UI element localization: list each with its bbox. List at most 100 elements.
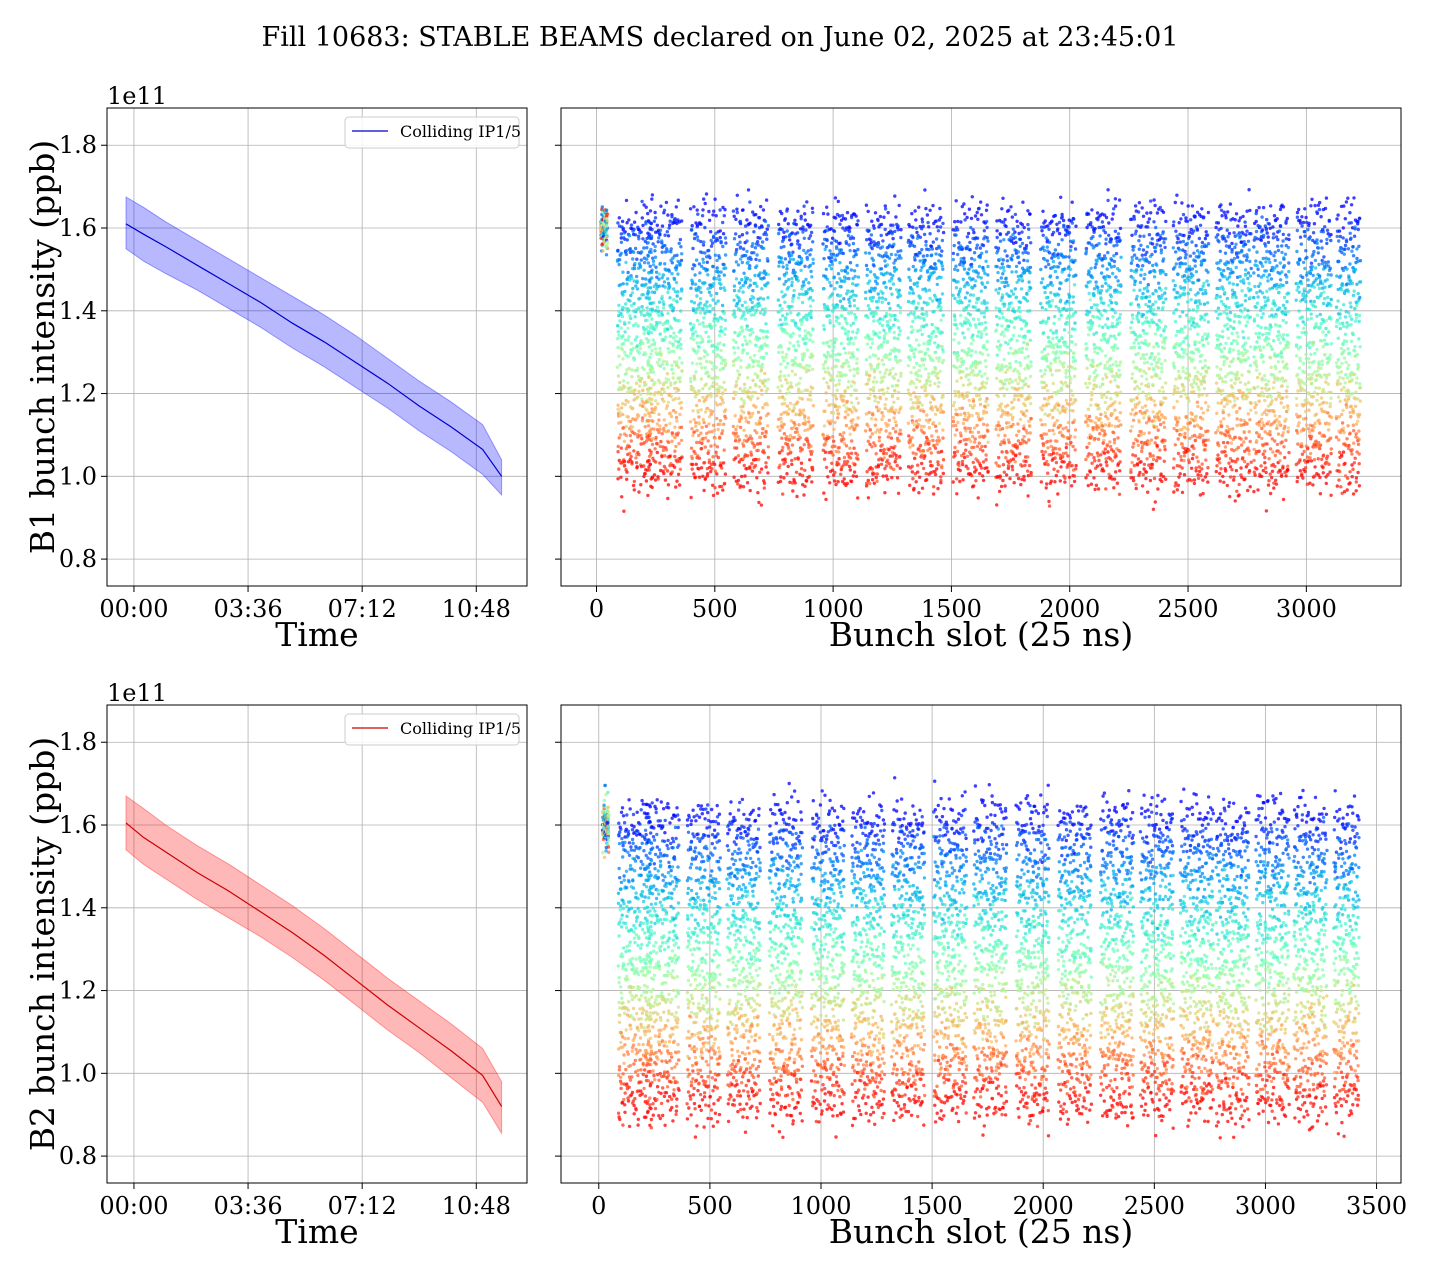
bunch-point [838, 352, 842, 357]
bunch-point [1046, 224, 1050, 228]
bunch-point [653, 391, 657, 395]
bunch-point [856, 306, 860, 311]
bunch-point [757, 274, 761, 278]
bunch-point [1061, 455, 1065, 459]
bunch-point [663, 285, 667, 289]
bunch-point [1029, 286, 1033, 290]
bunch-point [1027, 438, 1031, 442]
bunch-point [675, 294, 679, 298]
bunch-point [866, 496, 871, 500]
bunch-point [689, 286, 693, 290]
bunch-point [780, 436, 784, 440]
bunch-point [622, 509, 626, 513]
bunch-point [906, 336, 910, 340]
bunch-point [714, 301, 718, 305]
bunch-point [996, 246, 1001, 250]
bunch-point [799, 217, 803, 221]
bunch-point [777, 350, 781, 355]
bunch-point [760, 388, 764, 392]
bunch-point [667, 269, 672, 273]
bunch-point [996, 339, 1001, 343]
bunch-point [965, 291, 969, 295]
bunch-point [742, 463, 746, 468]
bunch-point [640, 199, 644, 204]
bunch-point [748, 309, 753, 313]
bunch-point [794, 222, 798, 227]
bunch-point [786, 373, 791, 378]
bunch-point [714, 277, 719, 281]
bunch-point [850, 289, 855, 293]
bunch-point [929, 253, 934, 257]
bunch-point [693, 263, 697, 268]
bunch-point [668, 334, 673, 338]
bunch-point [735, 424, 740, 428]
bunch-point [671, 344, 675, 348]
bunch-point [788, 341, 792, 345]
bunch-point [673, 454, 677, 459]
bunch-point [1055, 451, 1059, 456]
bunch-point [702, 197, 706, 201]
bunch-point [633, 246, 638, 251]
bunch-point [870, 467, 874, 471]
bunch-point [1027, 227, 1031, 231]
bunch-point [654, 309, 658, 313]
bunch-point [914, 419, 919, 423]
bunch-point [923, 188, 927, 192]
bunch-point [741, 290, 745, 294]
bunch-point [833, 287, 837, 291]
bunch-point [887, 256, 892, 260]
bunch-point [883, 406, 887, 411]
bunch-point [916, 254, 920, 258]
bunch-point [1011, 306, 1015, 311]
x-tick-label: 07:12 [328, 595, 397, 623]
bunch-point [661, 387, 666, 391]
bunch-point [1027, 329, 1032, 333]
bunch-point [1022, 474, 1026, 479]
bunch-point [621, 379, 626, 383]
bunch-point [954, 199, 958, 203]
bunch-point [658, 332, 662, 336]
bunch-point [855, 361, 859, 365]
bunch-point [755, 264, 759, 268]
bunch-point [700, 425, 704, 429]
bunch-point [886, 210, 890, 215]
bunch-point [791, 319, 796, 323]
bunch-point [954, 233, 958, 237]
bunch-point [864, 484, 869, 488]
bunch-point [1014, 270, 1018, 274]
bunch-point [810, 480, 814, 484]
bunch-point [876, 357, 880, 361]
bunch-point [629, 439, 633, 443]
bunch-point [908, 483, 912, 487]
bunch-point [677, 483, 682, 487]
bunch-point [784, 365, 788, 369]
bunch-point [810, 367, 815, 372]
bunch-point [939, 478, 943, 483]
bunch-point [785, 229, 789, 233]
bunch-point [666, 249, 670, 253]
bunch-point [875, 380, 879, 384]
bunch-point [702, 488, 706, 493]
bunch-point [734, 277, 739, 281]
bunch-point [873, 399, 877, 403]
bunch-point [826, 212, 830, 216]
bunch-point [671, 371, 675, 376]
bunch-point [1052, 265, 1056, 269]
bunch-point [745, 249, 749, 254]
bunch-point [691, 386, 696, 390]
bunch-point [830, 461, 834, 465]
bunch-point [851, 321, 856, 325]
bunch-point [875, 405, 879, 409]
bunch-point [715, 375, 720, 380]
bunch-point [792, 344, 796, 348]
bunch-point [625, 470, 629, 474]
bunch-point [1002, 394, 1006, 398]
bunch-point [973, 437, 977, 441]
bunch-point [959, 434, 963, 438]
bunch-point [1056, 492, 1060, 496]
bunch-point [848, 432, 852, 436]
bunch-point [911, 235, 915, 240]
bunch-point [742, 401, 746, 406]
bunch-point [715, 266, 719, 270]
bunch-point [830, 292, 835, 296]
